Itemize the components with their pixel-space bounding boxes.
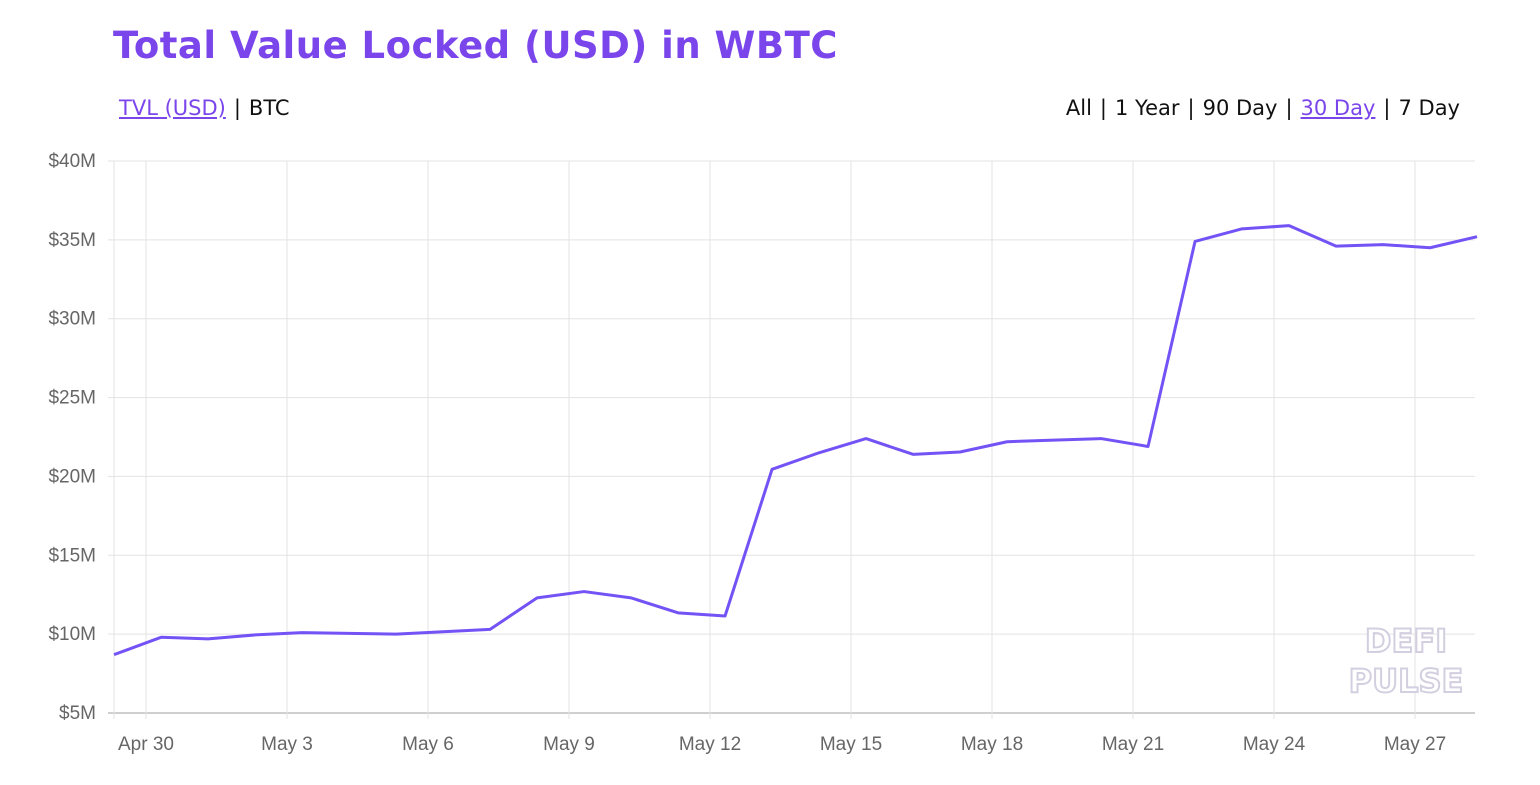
x-axis: Apr 30 May 3 May 6 May 9 May 12 May 15 May 18 M… <box>118 734 1446 755</box>
data-point[interactable] <box>110 651 118 659</box>
x-tick-label: May 27 <box>1384 734 1446 755</box>
range-toggle: All | 1 Year | 90 Day | 30 Day | 7 Day <box>1066 96 1460 120</box>
data-point[interactable] <box>721 612 729 620</box>
range-all-link[interactable]: All <box>1065 96 1092 120</box>
y-tick-label: $30M <box>48 309 96 330</box>
data-point[interactable] <box>392 630 400 638</box>
watermark-line1: DEFI <box>1365 622 1447 660</box>
x-tick-label: Apr 30 <box>118 734 174 755</box>
data-point[interactable] <box>1003 438 1011 446</box>
data-point[interactable] <box>1097 435 1105 443</box>
range-90-day-link[interactable]: 90 Day <box>1202 96 1278 120</box>
separator: | <box>233 96 241 120</box>
data-point[interactable] <box>1191 237 1199 245</box>
x-tick-label: May 12 <box>679 734 741 755</box>
grid <box>108 160 1475 719</box>
data-point[interactable] <box>862 435 870 443</box>
data-point[interactable] <box>1050 436 1058 444</box>
y-tick-label: $10M <box>48 624 96 645</box>
data-point[interactable] <box>251 631 259 639</box>
data-point[interactable] <box>1238 225 1246 233</box>
data-point[interactable] <box>1379 241 1387 249</box>
y-tick-label: $5M <box>59 703 96 724</box>
data-point[interactable] <box>956 448 964 456</box>
x-tick-label: May 15 <box>820 734 882 755</box>
data-point[interactable] <box>439 628 447 636</box>
data-point[interactable] <box>1473 233 1481 241</box>
range-30-day-link[interactable]: 30 Day <box>1300 96 1376 120</box>
separator: | <box>1099 96 1107 120</box>
data-point[interactable] <box>674 609 682 617</box>
y-tick-label: $35M <box>48 230 96 251</box>
data-point[interactable] <box>815 449 823 457</box>
series-line <box>113 224 1478 657</box>
chart-title: Total Value Locked (USD) in WBTC <box>113 24 838 67</box>
data-point[interactable] <box>157 633 165 641</box>
data-point[interactable] <box>627 594 635 602</box>
y-tick-label: $25M <box>48 388 96 409</box>
data-point[interactable] <box>345 629 353 637</box>
data-point[interactable] <box>768 465 776 473</box>
x-tick-label: May 18 <box>961 734 1023 755</box>
data-point[interactable] <box>486 625 494 633</box>
x-tick-label: May 24 <box>1243 734 1306 755</box>
data-point[interactable] <box>909 450 917 458</box>
defi-pulse-watermark: DEFI PULSE <box>1348 621 1465 701</box>
x-tick-label: May 3 <box>261 734 313 755</box>
data-point[interactable] <box>1285 222 1293 230</box>
data-point[interactable] <box>1426 244 1434 252</box>
separator: | <box>1187 96 1195 120</box>
data-point[interactable] <box>1332 242 1340 250</box>
data-point[interactable] <box>204 635 212 643</box>
metric-toggle: TVL (USD) | BTC <box>119 96 290 120</box>
data-point[interactable] <box>580 588 588 596</box>
data-point[interactable] <box>533 594 541 602</box>
series <box>110 222 1481 659</box>
tvl-usd-link[interactable]: TVL (USD) <box>119 96 226 120</box>
x-tick-label: May 9 <box>543 734 595 755</box>
range-1-year-link[interactable]: 1 Year <box>1115 96 1180 120</box>
separator: | <box>1383 96 1391 120</box>
btc-link[interactable]: BTC <box>248 96 290 120</box>
y-tick-label: $20M <box>48 466 96 487</box>
y-tick-label: $40M <box>48 151 96 172</box>
x-tick-label: May 21 <box>1102 734 1164 755</box>
separator: | <box>1285 96 1293 120</box>
data-point[interactable] <box>298 629 306 637</box>
data-point[interactable] <box>1144 442 1152 450</box>
y-axis: $5M $10M $15M $20M $25M $30M $35M $40M <box>48 151 96 724</box>
watermark-line2: PULSE <box>1349 662 1464 700</box>
x-tick-label: May 6 <box>402 734 454 755</box>
range-7-day-link[interactable]: 7 Day <box>1398 96 1460 120</box>
y-tick-label: $15M <box>48 545 96 566</box>
